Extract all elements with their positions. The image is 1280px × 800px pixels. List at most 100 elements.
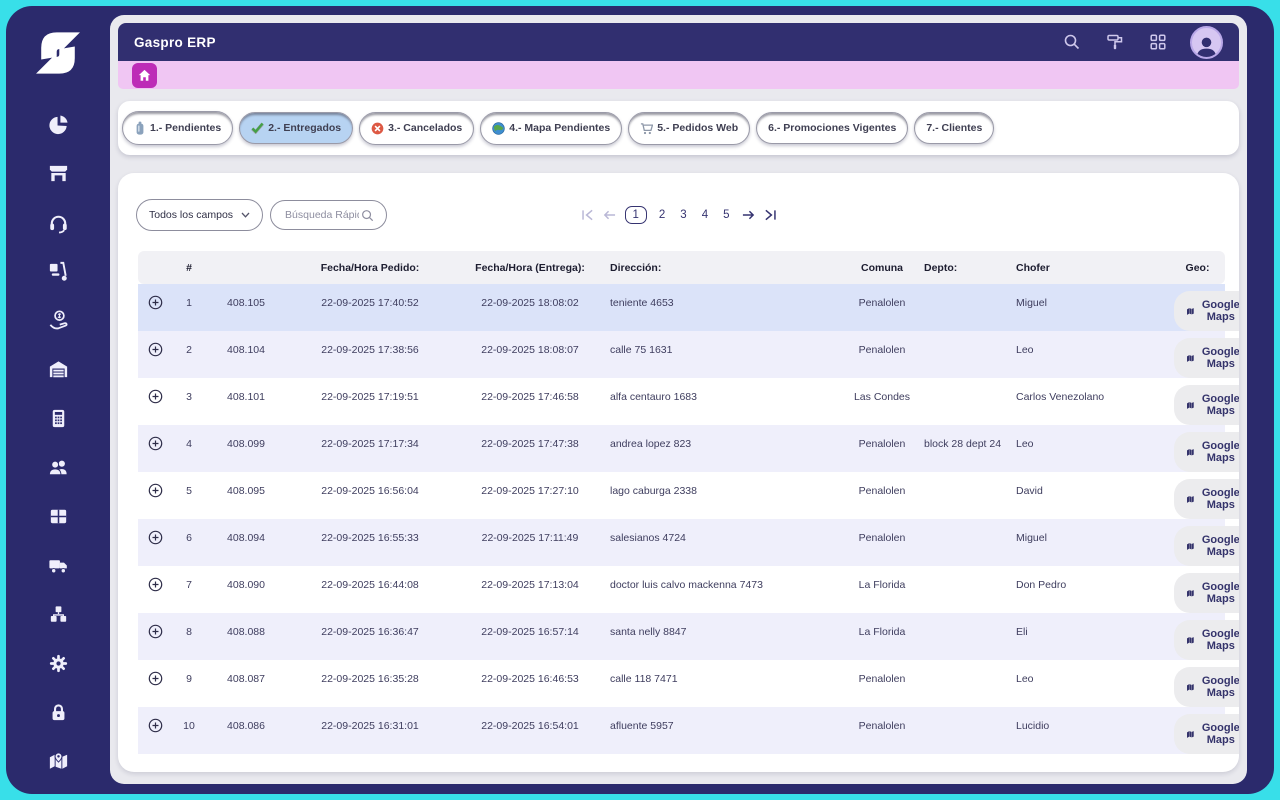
expand-row-button[interactable] — [148, 342, 163, 360]
comuna: Penalolen — [858, 485, 906, 497]
comuna: Penalolen — [858, 297, 906, 309]
sidebar-item-warehouse[interactable] — [43, 357, 73, 381]
delivery-datetime: 22-09-2025 17:27:10 — [481, 485, 579, 497]
page-button-4[interactable]: 4 — [701, 209, 709, 221]
depto — [920, 284, 1012, 331]
address: lago caburga 2338 — [610, 485, 697, 497]
first-page-button[interactable] — [580, 209, 593, 221]
tab-pedidos-web[interactable]: 5.- Pedidos Web — [628, 111, 751, 145]
apps-grid-icon — [1150, 34, 1166, 50]
home-button[interactable] — [132, 62, 157, 88]
sidebar-item-billing[interactable] — [43, 406, 73, 430]
page-button-1[interactable]: 1 — [624, 206, 647, 224]
plus-circle-icon — [148, 671, 162, 686]
google-maps-label: Google Maps — [1201, 722, 1239, 746]
prev-page-button[interactable] — [602, 209, 615, 221]
order-datetime: 22-09-2025 17:38:56 — [321, 344, 419, 356]
last-page-button[interactable] — [764, 209, 777, 221]
table-row: 6 408.094 22-09-2025 16:55:33 22-09-2025… — [138, 519, 1239, 566]
sidebar-item-map[interactable] — [43, 749, 73, 773]
person-icon — [1197, 37, 1216, 57]
page-button-5[interactable]: 5 — [723, 209, 730, 221]
field-filter-select[interactable]: Todos los campos — [136, 199, 264, 231]
sidebar-item-support[interactable] — [43, 210, 73, 234]
google-maps-button[interactable]: Google Maps — [1174, 291, 1239, 331]
expand-row-button[interactable] — [148, 389, 163, 407]
expand-row-button[interactable] — [148, 624, 163, 642]
address: salesianos 4724 — [610, 532, 686, 544]
apps-button[interactable] — [1147, 31, 1169, 53]
sidebar-item-records[interactable] — [43, 504, 73, 528]
address: santa nelly 8847 — [610, 626, 687, 638]
google-maps-label: Google Maps — [1201, 581, 1239, 605]
google-maps-button[interactable]: Google Maps — [1174, 338, 1239, 378]
sidebar-item-security[interactable] — [43, 700, 73, 724]
plus-circle-icon — [148, 530, 162, 545]
order-datetime: 22-09-2025 16:44:08 — [321, 579, 419, 591]
delivery-datetime: 22-09-2025 17:13:04 — [481, 579, 579, 591]
tab-mapa-pendientes[interactable]: 4.- Mapa Pendientes — [480, 111, 623, 145]
plus-circle-icon — [148, 624, 162, 639]
table-row: 5 408.095 22-09-2025 16:56:04 22-09-2025… — [138, 472, 1239, 519]
google-maps-button[interactable]: Google Maps — [1174, 526, 1239, 566]
plus-circle-icon — [148, 342, 162, 357]
google-maps-button[interactable]: Google Maps — [1174, 479, 1239, 519]
tab-promociones-vigentes[interactable]: 6.- Promociones Vigentes — [756, 112, 909, 144]
sidebar-item-inventory[interactable] — [43, 602, 73, 626]
search-button[interactable] — [1061, 31, 1083, 53]
quick-search — [270, 200, 388, 230]
expand-row-button[interactable] — [148, 671, 163, 689]
theme-button[interactable] — [1104, 31, 1126, 53]
chevron-down-icon — [241, 212, 250, 218]
sidebar-item-store[interactable] — [43, 161, 73, 185]
sidebar-item-customers[interactable] — [43, 455, 73, 479]
depto — [920, 660, 1012, 707]
sidebar-item-fleet[interactable] — [43, 553, 73, 577]
map-icon — [1187, 401, 1194, 409]
google-maps-button[interactable]: Google Maps — [1174, 385, 1239, 425]
table-row: 9 408.087 22-09-2025 16:35:28 22-09-2025… — [138, 660, 1239, 707]
cancel-icon — [371, 122, 384, 134]
expand-row-button[interactable] — [148, 718, 163, 736]
expand-row-button[interactable] — [148, 295, 163, 313]
table-header-row: # Fecha/Hora Pedido: Fecha/Hora (Entrega… — [138, 251, 1225, 284]
order-datetime: 22-09-2025 17:19:51 — [321, 391, 419, 403]
expand-row-button[interactable] — [148, 577, 163, 595]
headset-icon — [49, 215, 67, 233]
row-number: 1 — [186, 297, 192, 309]
row-number: 9 — [186, 673, 192, 685]
orders-panel: Todos los campos — [118, 173, 1239, 772]
page-button-3[interactable]: 3 — [680, 209, 687, 221]
google-maps-button[interactable]: Google Maps — [1174, 432, 1239, 472]
sidebar-item-settings[interactable] — [43, 651, 73, 675]
plus-circle-icon — [148, 436, 162, 451]
google-maps-button[interactable]: Google Maps — [1174, 714, 1239, 754]
tab-entregados[interactable]: 2.- Entregados — [239, 112, 354, 144]
search-input[interactable] — [283, 208, 362, 222]
expand-row-button[interactable] — [148, 530, 163, 548]
address: afluente 5957 — [610, 720, 674, 732]
sidebar-nav — [43, 112, 73, 773]
tab-cancelados[interactable]: 3.- Cancelados — [359, 111, 475, 145]
next-page-button[interactable] — [742, 209, 755, 221]
user-avatar[interactable] — [1190, 25, 1223, 59]
google-maps-button[interactable]: Google Maps — [1174, 573, 1239, 613]
expand-row-button[interactable] — [148, 436, 163, 454]
delivery-datetime: 22-09-2025 16:57:14 — [481, 626, 579, 638]
order-id: 408.087 — [227, 673, 265, 685]
page-button-2[interactable]: 2 — [658, 209, 666, 221]
google-maps-label: Google Maps — [1201, 487, 1239, 511]
sidebar-item-dashboard[interactable] — [43, 112, 73, 136]
sidebar-item-distribution[interactable] — [43, 259, 73, 283]
row-number: 5 — [186, 485, 192, 497]
row-number: 3 — [186, 391, 192, 403]
sidebar-item-payments[interactable] — [43, 308, 73, 332]
tab-clientes[interactable]: 7.- Clientes — [914, 112, 995, 144]
tab-label: 3.- Cancelados — [388, 122, 463, 134]
google-maps-button[interactable]: Google Maps — [1174, 667, 1239, 707]
expand-row-button[interactable] — [148, 483, 163, 501]
tab-pendientes[interactable]: 1.- Pendientes — [122, 111, 234, 145]
top-header: Gaspro ERP — [118, 23, 1239, 61]
google-maps-button[interactable]: Google Maps — [1174, 620, 1239, 660]
tab-label: 6.- Promociones Vigentes — [768, 122, 897, 134]
